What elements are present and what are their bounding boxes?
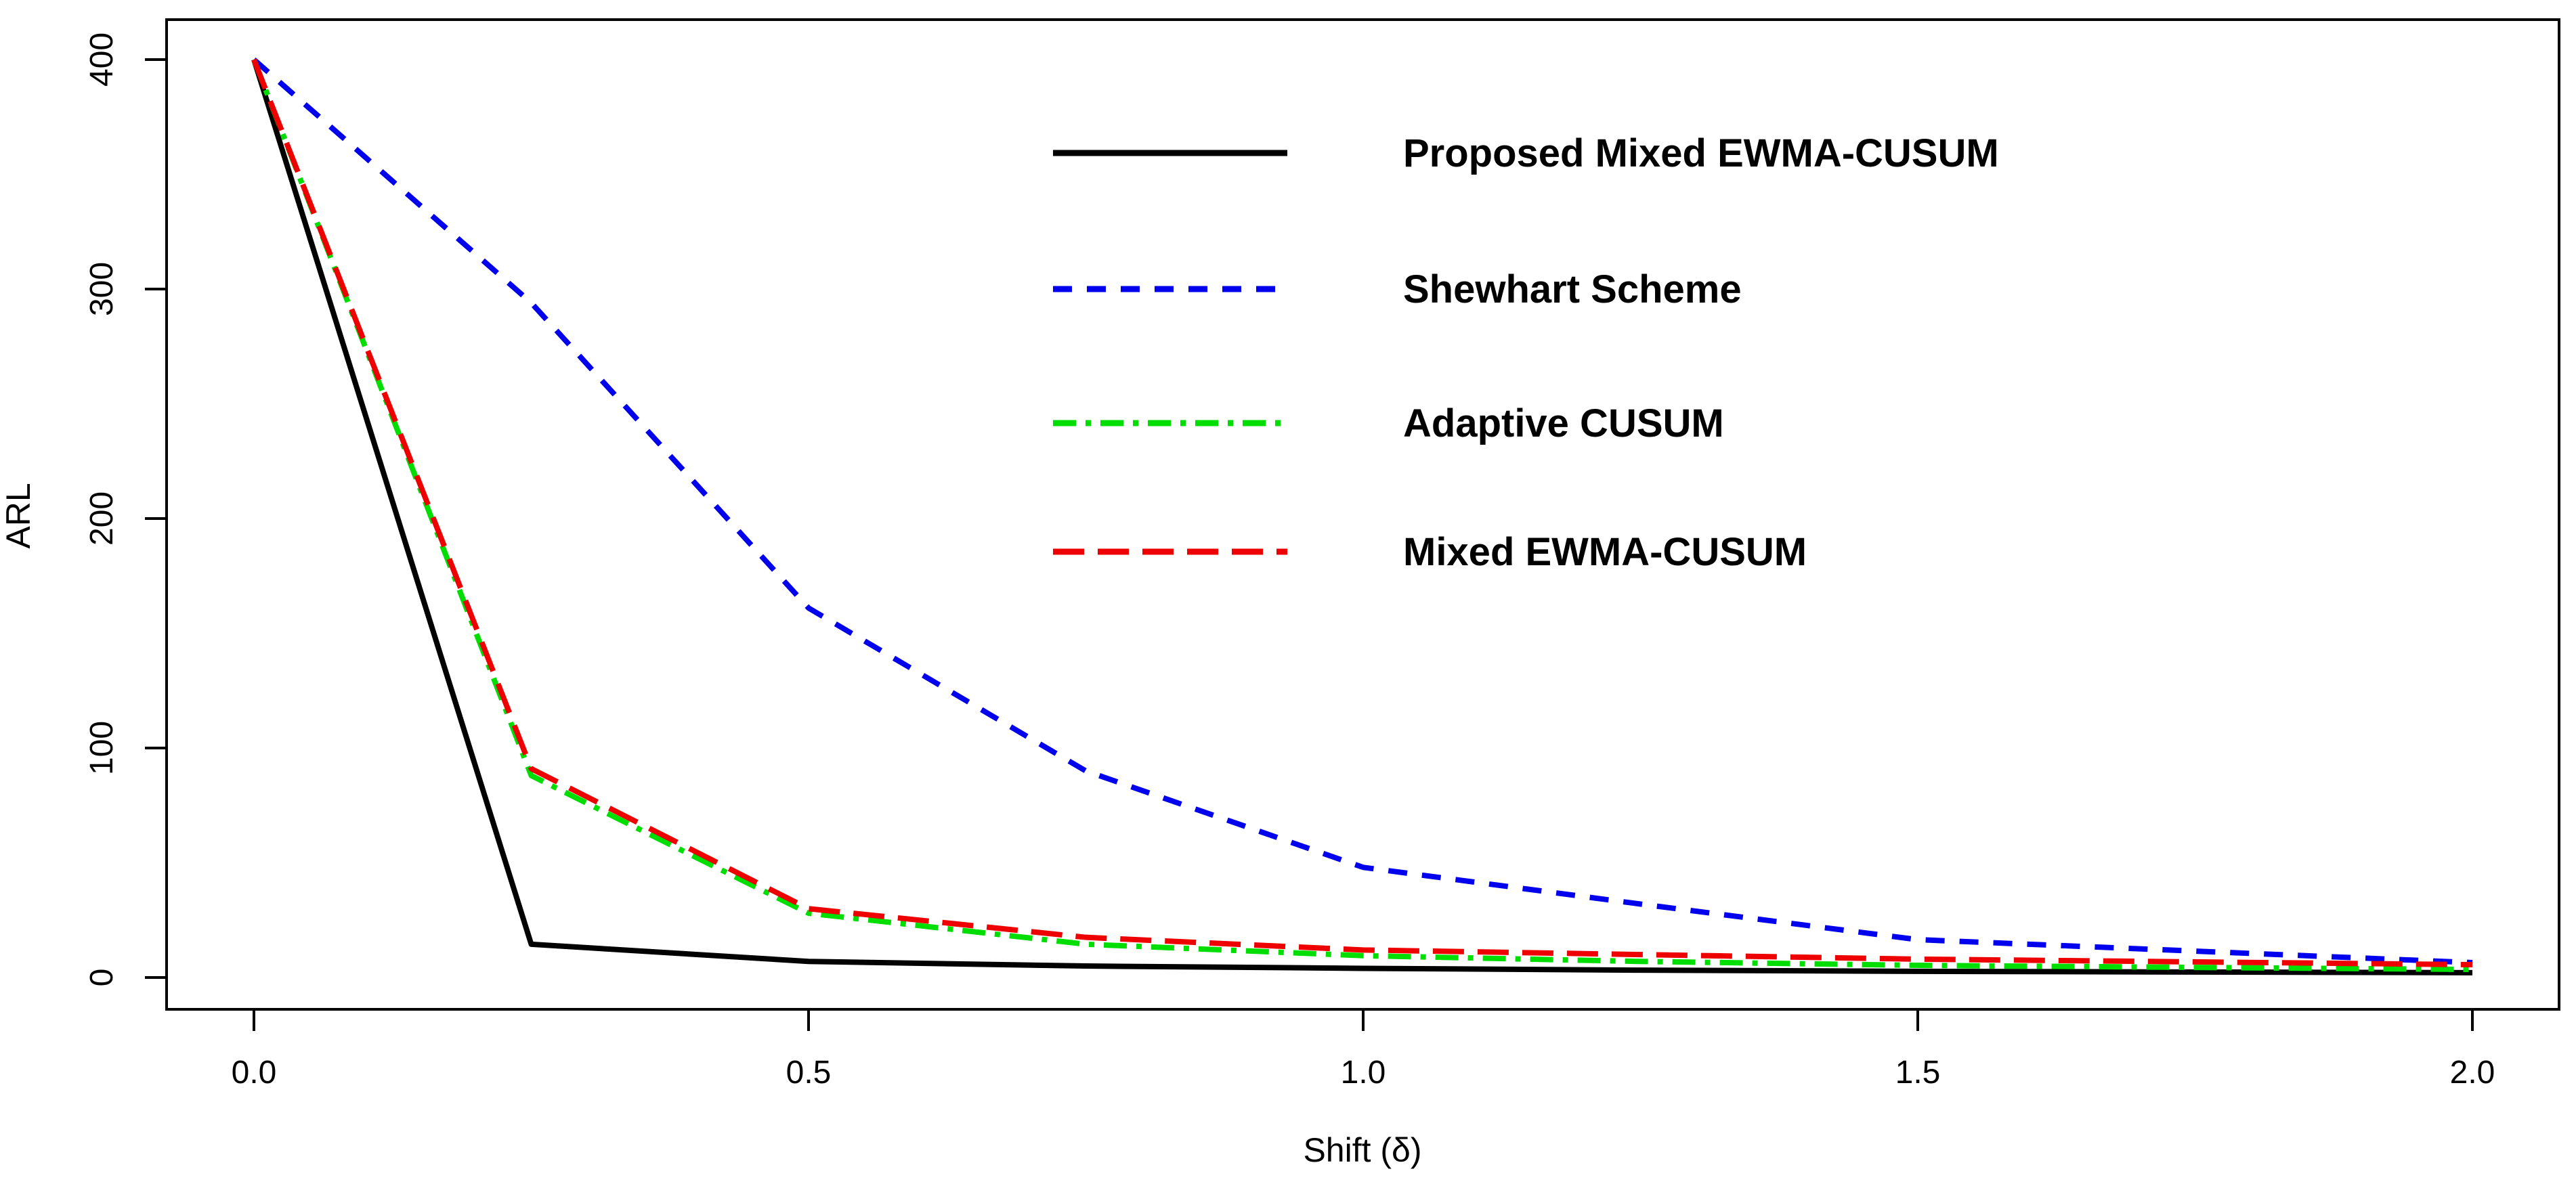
x-tick-label: 1.5 — [1895, 1055, 1941, 1091]
y-tick-label: 100 — [84, 721, 120, 775]
series-line-adaptive-cusum — [251, 58, 2473, 973]
y-tick-label: 0 — [84, 969, 120, 987]
legend-label: Shewhart Scheme — [1403, 267, 1742, 311]
legend-entry: Proposed Mixed EWMA-CUSUM — [1053, 131, 1999, 175]
x-tick-label: 1.0 — [1341, 1055, 1386, 1091]
legend-label: Proposed Mixed EWMA-CUSUM — [1403, 131, 1999, 175]
x-tick-label: 2.0 — [2450, 1055, 2495, 1091]
series-line-mixed-ewma-cusum — [251, 58, 2473, 968]
legend-label: Adaptive CUSUM — [1403, 401, 1724, 445]
y-tick-label: 400 — [84, 32, 120, 87]
y-tick-label: 200 — [84, 491, 120, 546]
x-tick-label: 0.0 — [232, 1055, 277, 1091]
y-axis: 0 100 200 300 400 — [84, 32, 167, 986]
legend-label: Mixed EWMA-CUSUM — [1403, 530, 1807, 574]
y-tick-label: 300 — [84, 262, 120, 316]
legend-entry: Mixed EWMA-CUSUM — [1053, 530, 1807, 574]
x-axis-title: Shift (δ) — [1303, 1131, 1421, 1169]
plot-frame — [165, 18, 2560, 1011]
legend: Proposed Mixed EWMA-CUSUM Shewhart Scheme… — [1053, 131, 1999, 574]
series-lines — [251, 57, 2473, 975]
legend-entry: Adaptive CUSUM — [1053, 401, 1724, 445]
x-axis: 0.0 0.5 1.0 1.5 2.0 — [232, 1009, 2495, 1091]
series-line-shewhart-scheme — [252, 57, 2473, 965]
y-axis-title: ARL — [0, 483, 37, 548]
plot-box — [165, 18, 2560, 1011]
x-tick-label: 0.5 — [786, 1055, 832, 1091]
series-line-proposed-mixed-ewma-cusum — [251, 58, 2473, 975]
legend-entry: Shewhart Scheme — [1053, 267, 1742, 311]
